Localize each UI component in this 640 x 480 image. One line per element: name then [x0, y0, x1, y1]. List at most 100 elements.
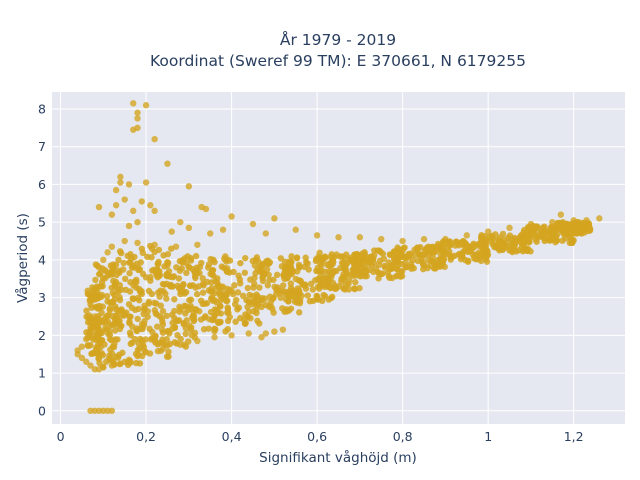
- data-point: [249, 220, 257, 228]
- data-point: [352, 279, 359, 286]
- data-point: [237, 259, 244, 267]
- data-point: [168, 228, 175, 235]
- data-point: [125, 301, 133, 308]
- data-point: [94, 304, 102, 311]
- data-point: [138, 287, 145, 295]
- data-point: [488, 238, 496, 246]
- data-point: [433, 263, 440, 271]
- data-point: [110, 343, 118, 351]
- data-point: [134, 315, 141, 323]
- x-tick-label: 1: [484, 429, 492, 444]
- data-point: [185, 183, 193, 190]
- data-point: [134, 124, 141, 132]
- data-point: [438, 243, 445, 250]
- data-point: [157, 302, 165, 309]
- data-point: [153, 311, 160, 318]
- data-point: [126, 269, 133, 277]
- data-point: [185, 338, 192, 345]
- data-point: [196, 263, 204, 271]
- data-point: [318, 262, 325, 269]
- data-point: [549, 232, 556, 239]
- data-point: [121, 196, 128, 203]
- data-point: [142, 349, 150, 356]
- data-point: [340, 259, 347, 266]
- data-point: [293, 292, 301, 299]
- y-tick-label: 0: [38, 403, 46, 418]
- data-point: [319, 282, 326, 289]
- data-point: [176, 308, 183, 315]
- data-point: [394, 265, 401, 273]
- data-point: [119, 349, 126, 356]
- data-point: [160, 288, 167, 295]
- data-point: [133, 276, 140, 283]
- data-point: [280, 282, 287, 289]
- data-point: [213, 283, 221, 291]
- data-point: [112, 201, 120, 209]
- data-point: [486, 233, 494, 240]
- data-point: [262, 330, 270, 337]
- x-axis-ticks: 0 0,2 0,4 0,6 0,8 1 1,2: [57, 429, 584, 444]
- data-point: [506, 224, 513, 232]
- data-point: [102, 324, 109, 332]
- data-point: [196, 308, 203, 315]
- data-point: [394, 255, 402, 262]
- data-point: [575, 224, 582, 232]
- data-point: [116, 248, 124, 255]
- data-point: [567, 222, 574, 230]
- data-point: [83, 358, 90, 365]
- data-point: [192, 274, 199, 282]
- data-point: [231, 282, 238, 289]
- data-point: [541, 229, 549, 236]
- data-point: [541, 235, 549, 242]
- data-point: [156, 293, 163, 300]
- data-points: [74, 100, 603, 414]
- data-point: [95, 355, 102, 362]
- data-point: [159, 326, 166, 334]
- data-point: [126, 288, 134, 295]
- data-point: [242, 254, 249, 262]
- data-point: [92, 291, 100, 298]
- data-point: [215, 289, 223, 297]
- data-point: [482, 237, 490, 244]
- data-point: [304, 292, 311, 299]
- data-point: [99, 352, 107, 359]
- data-point: [294, 285, 302, 292]
- data-point: [130, 264, 137, 271]
- data-point: [154, 347, 162, 355]
- data-point: [254, 317, 261, 325]
- data-point: [121, 275, 129, 283]
- data-point: [159, 321, 167, 328]
- data-point: [381, 264, 389, 271]
- y-tick-label: 3: [38, 290, 46, 305]
- data-point: [414, 247, 421, 254]
- data-point: [108, 243, 116, 250]
- data-point: [168, 283, 175, 290]
- data-point: [228, 213, 235, 220]
- data-point: [141, 306, 148, 314]
- data-point: [129, 339, 136, 346]
- data-point: [231, 301, 239, 308]
- data-point: [313, 296, 320, 303]
- data-point: [194, 337, 201, 345]
- data-point: [171, 339, 178, 346]
- data-point: [100, 256, 107, 264]
- data-point: [374, 247, 381, 254]
- data-point: [304, 260, 311, 267]
- data-point: [559, 237, 566, 244]
- data-point: [187, 257, 195, 264]
- data-point: [253, 254, 261, 261]
- data-point: [130, 100, 137, 107]
- data-point: [177, 341, 184, 348]
- data-point: [380, 255, 388, 262]
- data-point: [271, 328, 278, 335]
- data-point: [277, 287, 285, 294]
- data-point: [116, 269, 123, 276]
- x-axis-label: Signifikant våghöjd (m): [259, 449, 417, 466]
- data-point: [422, 246, 430, 253]
- data-point: [305, 266, 312, 273]
- data-point: [527, 229, 535, 237]
- data-point: [192, 252, 200, 260]
- data-point: [285, 298, 292, 305]
- data-point: [492, 231, 499, 238]
- data-point: [125, 222, 133, 230]
